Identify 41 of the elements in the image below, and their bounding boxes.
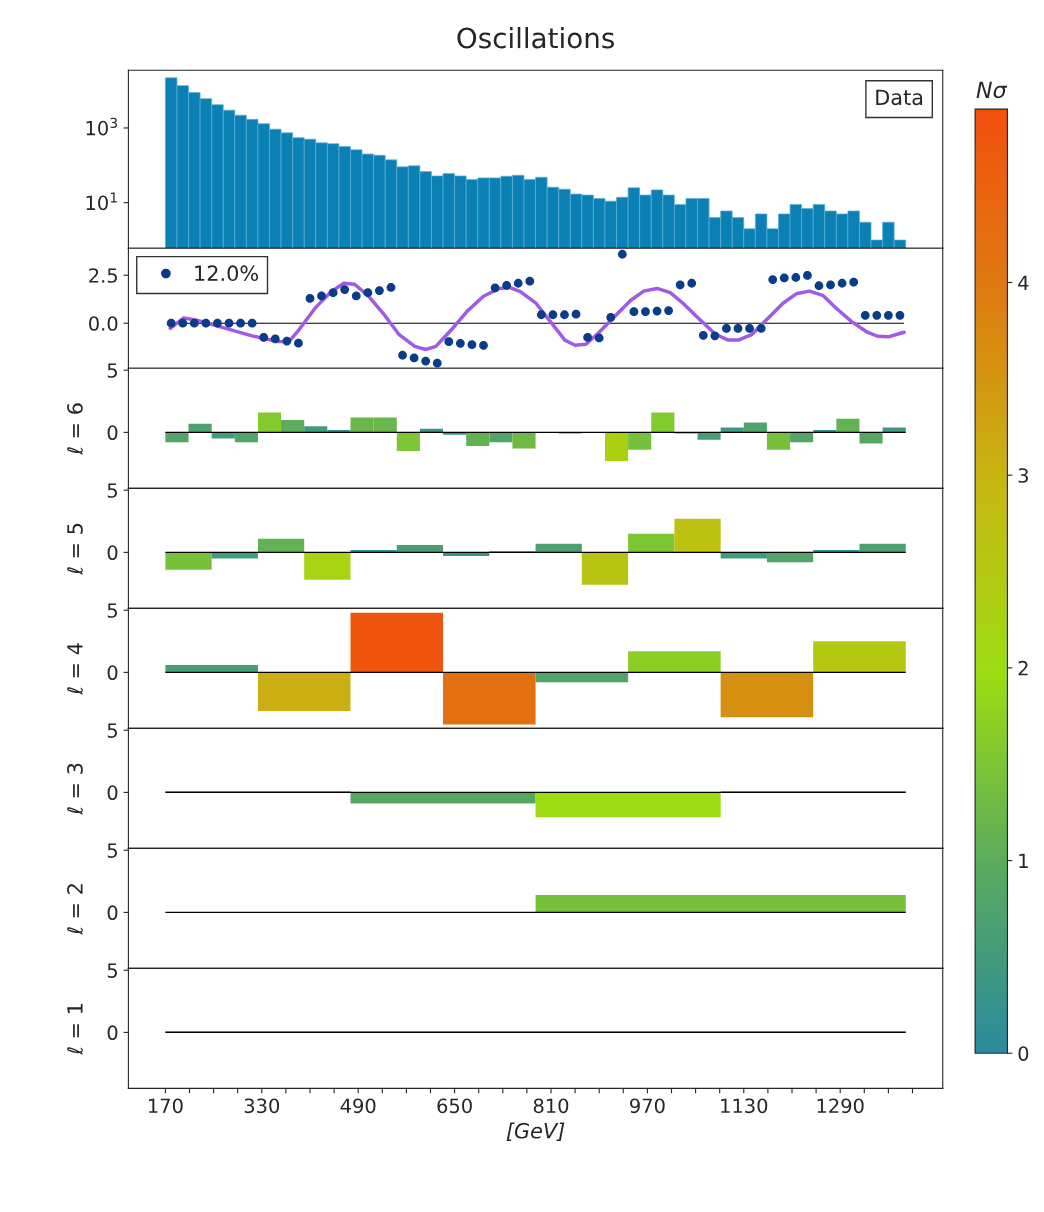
x-axis-title: [GeV]: [506, 1122, 565, 1142]
x-tick-label: 170: [148, 1098, 183, 1114]
y-tick-label: 0: [107, 905, 118, 921]
y-tick-label: 5: [107, 963, 117, 978]
y-tick-label: 0.0: [89, 316, 118, 331]
y-tick-label: 5: [107, 603, 117, 618]
color-bar-label: 4: [1018, 275, 1029, 290]
y-tick-label: 0: [107, 1025, 118, 1041]
y-tick-label: 5: [107, 363, 117, 378]
y-axis-title: ℓ = 1: [67, 1004, 83, 1055]
y-axis-title: ℓ = 4: [67, 643, 83, 695]
x-tick-label: 650: [437, 1098, 472, 1114]
y-tick-label: 5: [107, 483, 117, 498]
y-axis-title: ℓ = 2: [67, 884, 83, 935]
x-tick-label: 490: [340, 1098, 376, 1114]
y-axis-title: ℓ = 6: [67, 403, 83, 455]
color-bar-label: 3: [1018, 468, 1028, 483]
y-tick-label: 0: [107, 665, 118, 681]
legend-label: 12.0%: [195, 265, 259, 282]
color-bar-title: Nσ: [976, 81, 1008, 99]
y-tick-label: 2.5: [89, 268, 117, 283]
x-tick-label: 970: [630, 1098, 665, 1114]
chart-title: Oscillations: [457, 26, 614, 49]
x-tick-label: 330: [244, 1098, 280, 1114]
y-axis-title: ℓ = 3: [67, 763, 83, 815]
x-tick-label: 1130: [721, 1098, 768, 1114]
y-tick-label: 0: [107, 545, 118, 561]
color-bar-label: 2: [1018, 660, 1028, 676]
color-bar-label: 1: [1019, 853, 1028, 868]
y-axis-title: ℓ = 5: [67, 523, 83, 575]
y-tick-label: 10$^{1}$: [86, 192, 117, 211]
y-tick-label: 10$^{3}$: [86, 117, 117, 136]
y-tick-label: 0: [107, 425, 118, 441]
y-tick-label: 5: [107, 723, 117, 738]
x-tick-label: 1290: [817, 1098, 864, 1114]
line-series: [168, 281, 906, 352]
x-tick-label: 810: [533, 1098, 569, 1114]
y-tick-label: 5: [107, 843, 117, 858]
y-tick-label: 0: [107, 785, 118, 801]
text: Data: [876, 89, 923, 106]
color-bar-label: 0: [1018, 1046, 1029, 1061]
